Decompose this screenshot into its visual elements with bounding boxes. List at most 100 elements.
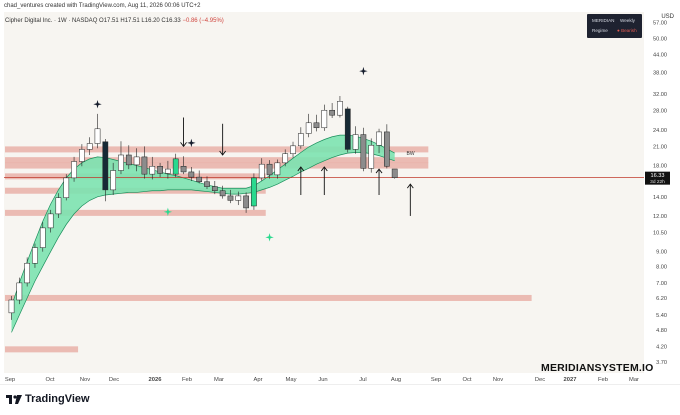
down-arrow-head: [180, 142, 187, 148]
dark-signal-star: [93, 100, 102, 109]
price-tick-label: 5.40: [656, 313, 667, 319]
resistance-zone: [5, 157, 429, 164]
time-tick-label: Oct: [462, 377, 471, 383]
dark-signal-star: [187, 138, 196, 148]
candle-body: [157, 166, 163, 174]
candle-body: [141, 156, 148, 175]
brand-watermark: MERIDIANSYSTEM.IO: [541, 362, 654, 374]
bear-dot-icon: ●: [617, 28, 620, 33]
ribbon-lower-line: [11, 152, 395, 333]
footer-bar: [0, 384, 680, 415]
down-arrow-head: [219, 150, 226, 156]
candle-body: [55, 197, 62, 215]
resistance-zone: [5, 209, 266, 216]
candle-body: [360, 134, 367, 169]
candle-body: [227, 195, 234, 201]
candle-body: [39, 227, 46, 248]
price-tick-label: 18.00: [653, 164, 667, 170]
price-tick-label: 7.00: [656, 281, 667, 287]
candle-body: [211, 186, 218, 191]
price-tick-label: 12.00: [653, 214, 667, 220]
green-signal-star: [265, 233, 274, 242]
candle-body: [391, 168, 398, 178]
dark-signal-star: [359, 66, 368, 76]
candle-body: [313, 122, 320, 129]
creator-credit: chad_ventures created with TradingView.c…: [4, 3, 201, 9]
candle-body: [282, 153, 289, 164]
time-tick-label: Sep: [5, 377, 15, 383]
candle-body: [384, 131, 390, 167]
candle-body: [344, 108, 351, 150]
resistance-zone: [5, 146, 429, 153]
resistance-zone: [5, 162, 429, 169]
price-tick-label: 38.00: [653, 71, 667, 77]
time-tick-label: 2027: [564, 377, 577, 383]
tradingview-logo[interactable]: TradingView: [6, 393, 90, 405]
price-tick-label: 9.00: [656, 250, 667, 256]
candle-body: [368, 144, 375, 169]
price-change: −0.86 (−4.95%): [182, 18, 224, 24]
up-arrow-head: [375, 168, 383, 174]
candle-body: [290, 145, 296, 154]
price-tick-label: 50.00: [653, 37, 667, 43]
legend-value-2: ● Bearish: [617, 28, 637, 33]
time-tick-label: Nov: [493, 377, 503, 383]
time-tick-label: Apr: [253, 377, 262, 383]
candle-body: [94, 128, 101, 144]
resistance-zone: [5, 346, 79, 353]
ohlc-values: O17.51 H17.51 L16.20 C16.33: [99, 18, 181, 24]
candle-body: [47, 213, 54, 229]
candle-body: [16, 282, 23, 301]
candle-body: [86, 143, 93, 150]
up-arrow-head: [406, 183, 414, 189]
time-tick-label: Mar: [629, 377, 639, 383]
candle-body: [79, 149, 85, 162]
candle-body: [376, 131, 382, 146]
candle-body: [321, 109, 328, 129]
candle-body: [196, 176, 203, 183]
symbol-info: Cipher Digital Inc. · 1W · NASDAQ O17.51…: [5, 18, 224, 24]
tradingview-logo-text: TradingView: [25, 393, 90, 405]
candle-body: [133, 156, 140, 166]
candle-body: [266, 163, 273, 176]
candle-body: [204, 181, 210, 187]
price-tick-label: 28.00: [653, 109, 667, 115]
candle-body: [337, 101, 343, 116]
candle-body: [258, 163, 265, 179]
price-tag-countdown: 3d 22h: [650, 179, 665, 185]
price-tick-label: 24.00: [653, 128, 667, 134]
time-tick-label: Feb: [598, 377, 608, 383]
price-tick-label: 3.70: [656, 360, 667, 366]
candle-body: [180, 166, 187, 173]
price-axis[interactable]: [644, 12, 680, 373]
currency-label[interactable]: USD: [661, 14, 674, 20]
candle-body: [352, 134, 359, 150]
up-arrow-head: [320, 166, 328, 172]
time-tick-label: Sep: [431, 377, 441, 383]
price-tick-label: 6.20: [656, 296, 667, 302]
candle-body: [24, 262, 30, 284]
time-tick-label: Feb: [182, 377, 192, 383]
time-tick-label: Jul: [359, 377, 366, 383]
price-tick-label: 4.20: [656, 344, 667, 350]
time-tick-label: Oct: [45, 377, 54, 383]
candle-body: [219, 190, 226, 197]
time-tick-label: Nov: [80, 377, 90, 383]
meridian-legend: MERIDIAN Weekly Regime ● Bearish: [587, 14, 642, 38]
time-tick-label: May: [286, 377, 297, 383]
price-tag-value: 16.33: [651, 173, 665, 179]
price-tick-label: 21.00: [653, 144, 667, 150]
price-tick-label: 57.00: [653, 20, 667, 26]
candle-body: [118, 154, 124, 171]
candle-body: [125, 154, 132, 166]
tradingview-mark-icon: [6, 394, 22, 404]
candle-body: [149, 166, 156, 175]
candle-body: [165, 168, 171, 174]
candle-body: [251, 177, 257, 207]
time-tick-label: Mar: [214, 377, 224, 383]
candle-body: [235, 195, 242, 201]
time-tick-label: Jun: [318, 377, 327, 383]
candle-body: [172, 158, 179, 175]
legend-title-2: Weekly: [620, 18, 635, 23]
